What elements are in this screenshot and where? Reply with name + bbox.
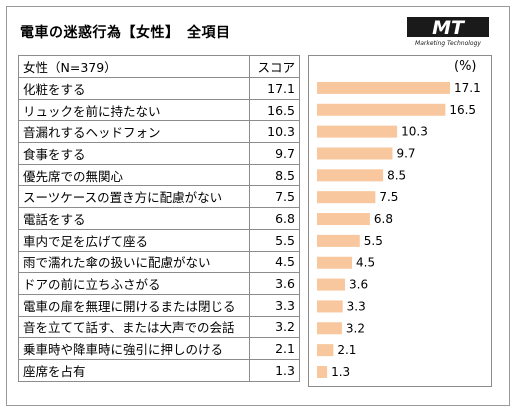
table-row-label: 音漏れするヘッドフォン (17, 120, 251, 144)
bar-value-label: 1.3 (331, 365, 350, 379)
bar-value-label: 17.1 (454, 81, 481, 95)
bar (317, 213, 370, 226)
table-row-score: 3.6 (249, 272, 300, 295)
table-row-score: 17.1 (249, 77, 300, 100)
table-row-label: 座席を占有 (17, 358, 251, 382)
table-row: 乗車時や降車時に強引に押しのける 2.1 (17, 337, 300, 360)
bar-chart-box (308, 55, 492, 387)
table-row-label: 車内で足を広げて座る (17, 228, 251, 252)
table-header-row: 女性（N=379） スコア (17, 55, 300, 78)
bar-value-label: 3.6 (349, 278, 368, 292)
table-row-label: 電車の扉を無理に開けるまたは閉じる (17, 293, 251, 317)
table-row: ドアの前に立ちふさがる 3.6 (17, 272, 300, 295)
bar (317, 147, 393, 160)
table-row-label: 優先席での無関心 (17, 163, 251, 187)
table-row: 電話をする 6.8 (17, 207, 300, 230)
table-row-label: ドアの前に立ちふさがる (17, 272, 251, 295)
table-row: スーツケースの置き方に配慮がない 7.5 (17, 185, 300, 209)
bar (317, 322, 342, 335)
bar-value-label: 5.5 (364, 234, 383, 248)
table-row-label: 電話をする (17, 207, 251, 230)
bar-value-label: 4.5 (356, 256, 375, 270)
bar (317, 191, 376, 204)
table-row-score: 1.3 (249, 358, 300, 382)
bar-value-label: 2.1 (337, 343, 356, 357)
table-row-score: 9.7 (249, 142, 300, 165)
table-header-label: 女性（N=379） (17, 55, 251, 78)
table-row-score: 10.3 (249, 120, 300, 144)
table-row-score: 16.5 (249, 98, 300, 122)
bar-value-label: 10.3 (401, 125, 428, 139)
bar (317, 256, 352, 269)
table-row-score: 7.5 (249, 185, 300, 209)
bar (317, 81, 450, 94)
chart-unit-label: (%) (454, 59, 477, 74)
table-row: 座席を占有 1.3 (17, 358, 300, 382)
score-table: 女性（N=379） スコア 化粧をする 17.1 リュックを前に持たない 16.5 音漏… (17, 55, 300, 382)
table-row-score: 5.5 (249, 228, 300, 252)
logo-subtext: Marketing Technology (415, 40, 481, 47)
table-row-label: スーツケースの置き方に配慮がない (17, 185, 251, 209)
table-row: 車内で足を広げて座る 5.5 (17, 228, 300, 252)
logo-text: MT (432, 17, 466, 39)
table-row: 雨で濡れた傘の扱いに配慮がない 4.5 (17, 250, 300, 274)
bar-value-label: 16.5 (449, 103, 476, 117)
bar (317, 125, 398, 138)
table-row: 電車の扉を無理に開けるまたは閉じる 3.3 (17, 293, 300, 317)
table-row: 音を立てて話す、または大声での会話 3.2 (17, 315, 300, 339)
bar-value-label: 3.2 (346, 321, 365, 335)
table-row-label: 音を立てて話す、または大声での会話 (17, 315, 251, 339)
logo: MT Marketing Technology (404, 14, 492, 48)
bar (317, 278, 345, 291)
bar (317, 234, 360, 247)
bar (317, 103, 446, 116)
table-row-score: 6.8 (249, 207, 300, 230)
table-row-score: 2.1 (249, 337, 300, 360)
bar (317, 344, 334, 357)
table-row: 優先席での無関心 8.5 (17, 163, 300, 187)
bar-value-label: 8.5 (387, 168, 406, 182)
table-row-score: 3.2 (249, 315, 300, 339)
table-row-score: 8.5 (249, 163, 300, 187)
bar-value-label: 3.3 (347, 299, 366, 313)
table-row-label: 食事をする (17, 142, 251, 165)
table-header-score: スコア (249, 55, 300, 78)
bar-value-label: 7.5 (379, 190, 398, 204)
bar (317, 300, 343, 313)
table-row-score: 3.3 (249, 293, 300, 317)
bar (317, 365, 328, 378)
bar (317, 169, 384, 182)
chart-title: 電車の迷惑行為【女性】 全項目 (20, 25, 231, 41)
bar-value-label: 9.7 (396, 146, 415, 160)
table-row: 音漏れするヘッドフォン 10.3 (17, 120, 300, 144)
bar-value-label: 6.8 (374, 212, 393, 226)
table-row: 食事をする 9.7 (17, 142, 300, 165)
